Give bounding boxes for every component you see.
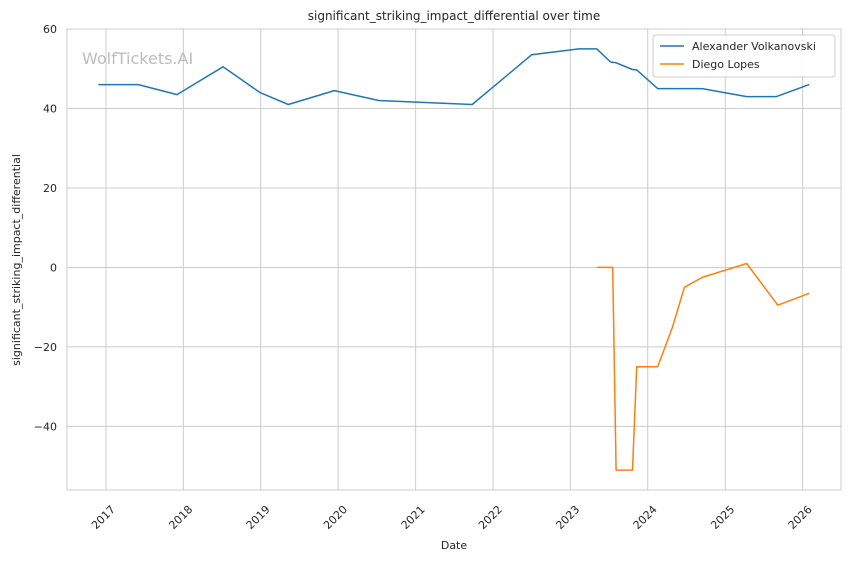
y-tick-label: 40 [43, 102, 57, 115]
legend: Alexander Volkanovski Diego Lopes [652, 34, 836, 78]
plot-frame [66, 28, 842, 491]
legend-label-lopes: Diego Lopes [692, 58, 760, 71]
series-line-volkanovski [98, 48, 810, 106]
y-tick-label: 60 [43, 23, 57, 36]
watermark: WolfTickets.AI [82, 49, 193, 68]
y-tick-label: 0 [50, 261, 57, 274]
x-axis-title: Date [441, 539, 468, 552]
y-tick-label: −20 [34, 341, 57, 354]
y-tick-label: 20 [43, 182, 57, 195]
y-axis-ticks: 60 40 20 0 −20 −40 [34, 23, 57, 433]
legend-box [652, 34, 836, 78]
y-tick-label: −40 [34, 420, 57, 433]
x-axis-ticks: 2017 2018 2019 2020 2021 2022 2023 2024 2025 2026 [89, 503, 815, 532]
series-lines [98, 48, 810, 471]
chart-title: significant_striking_impact_differential… [308, 9, 600, 23]
legend-label-volkanovski: Alexander Volkanovski [692, 40, 816, 53]
series-line-lopes [596, 262, 810, 471]
y-axis-title: significant_striking_impact_differential [10, 154, 23, 366]
